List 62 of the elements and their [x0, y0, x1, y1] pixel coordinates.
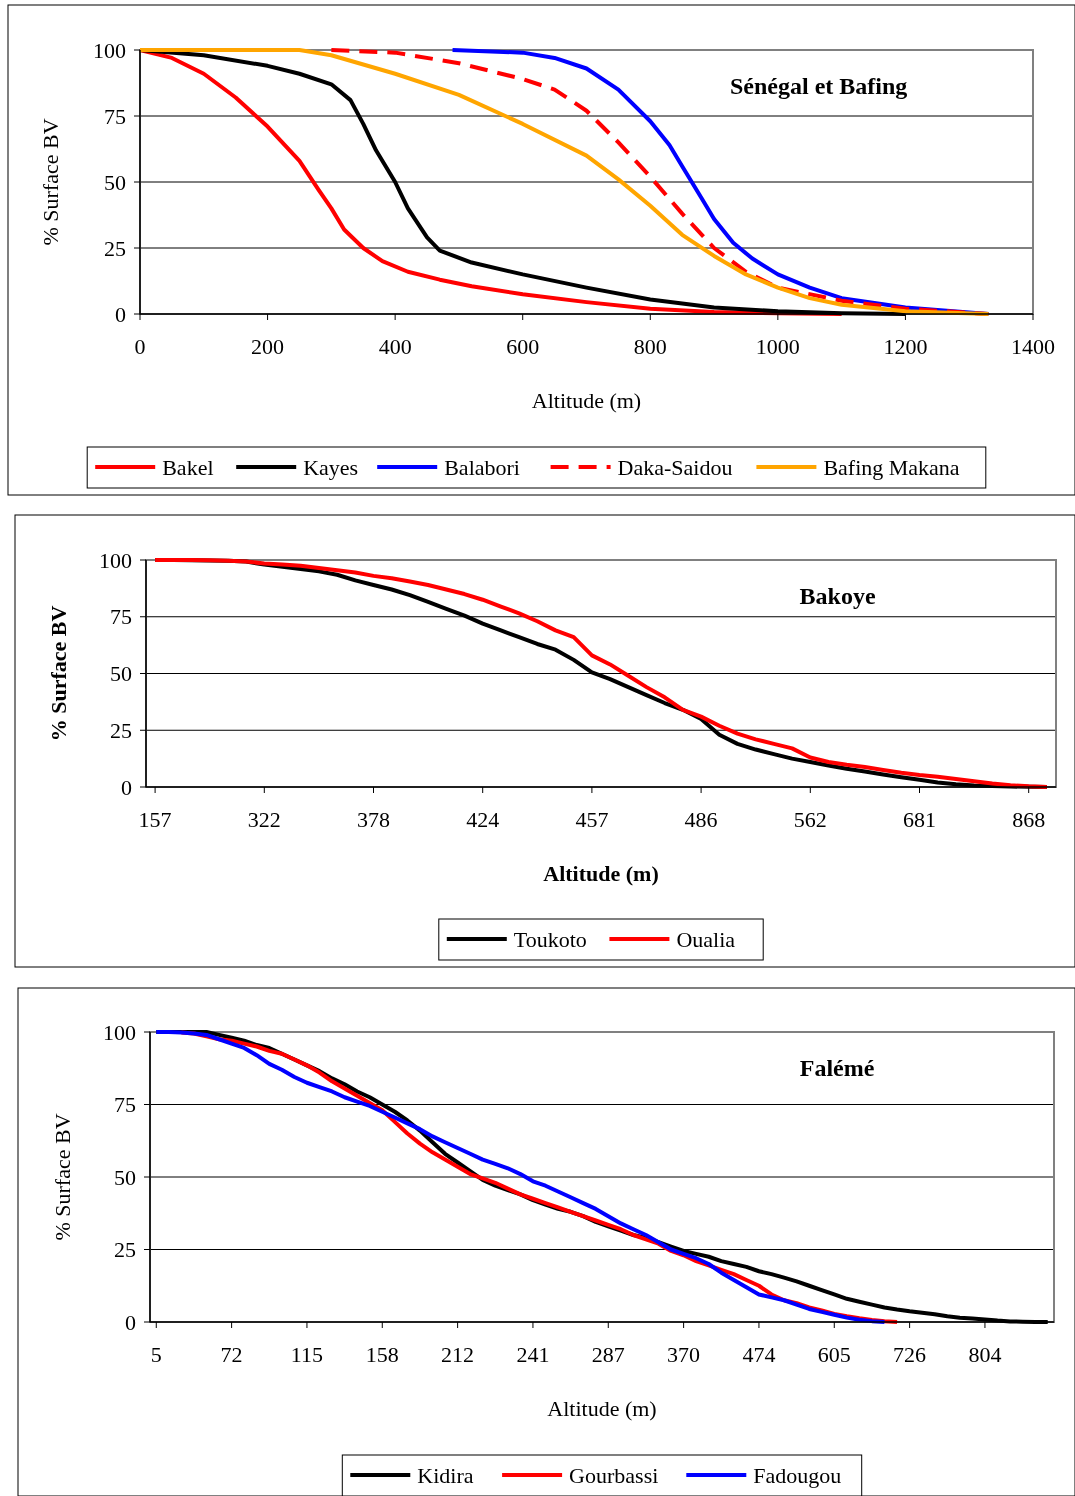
legend-label: Daka-Saidou: [617, 454, 733, 480]
x-tick-label: 378: [357, 807, 390, 832]
x-tick-label: 800: [633, 334, 667, 359]
x-tick-label: 1000: [755, 334, 800, 359]
x-tick-label: 212: [441, 1342, 475, 1367]
x-tick-label: 681: [903, 807, 936, 832]
x-tick-label: 804: [968, 1342, 1002, 1367]
y-axis-title: % Surface BV: [38, 118, 63, 246]
legend-label: Gourbassi: [569, 1462, 659, 1488]
y-tick-label: 50: [114, 1164, 136, 1190]
y-tick-label: 50: [110, 661, 132, 687]
x-tick-label: 1400: [1011, 334, 1055, 359]
text: Falémé: [799, 1055, 875, 1081]
x-tick-label: 562: [793, 807, 827, 832]
x-tick-label: 1200: [883, 334, 928, 359]
y-axis-title: % Surface BV: [50, 1113, 75, 1241]
x-tick-label: 157: [138, 807, 172, 832]
text: Sénégal et Bafing: [730, 73, 908, 99]
legend-label: Bakel: [162, 454, 214, 480]
x-tick-label: 370: [667, 1342, 701, 1367]
x-tick-label: 5: [150, 1342, 162, 1367]
x-tick-label: 200: [251, 334, 285, 359]
y-tick-label: 50: [104, 169, 126, 195]
legend-label: Kidira: [417, 1462, 474, 1488]
x-tick-label: 287: [591, 1342, 625, 1367]
legend-label: Toukoto: [513, 926, 587, 952]
x-tick-label: 486: [684, 807, 718, 832]
x-tick-label: 474: [742, 1342, 776, 1367]
legend-label: Kayes: [303, 454, 359, 480]
x-tick-label: 400: [378, 334, 412, 359]
y-tick-label: 100: [103, 1019, 136, 1045]
x-axis-title: Altitude (m): [531, 388, 642, 413]
x-axis-title: Altitude (m): [547, 1396, 657, 1421]
x-tick-label: 72: [220, 1342, 243, 1367]
y-axis-title: % Surface BV: [46, 605, 71, 742]
y-tick-label: 75: [114, 1092, 136, 1118]
x-tick-label: 457: [575, 807, 609, 832]
x-tick-label: 605: [817, 1342, 851, 1367]
x-tick-label: 115: [290, 1342, 324, 1367]
y-tick-label: 0: [115, 301, 126, 327]
x-tick-label: 868: [1012, 807, 1046, 832]
x-tick-label: 424: [466, 807, 500, 832]
text: Bakoye: [799, 583, 876, 609]
x-tick-label: 726: [893, 1342, 927, 1367]
x-tick-label: 241: [516, 1342, 550, 1367]
x-tick-label: 322: [247, 807, 281, 832]
x-axis-title: Altitude (m): [543, 861, 659, 886]
legend-label: Oualia: [676, 926, 736, 952]
legend-label: Bafing Makana: [823, 454, 960, 480]
y-tick-label: 75: [110, 604, 132, 630]
legend-label: Fadougou: [753, 1462, 842, 1488]
y-tick-label: 25: [110, 717, 132, 743]
x-tick-label: 158: [365, 1342, 399, 1367]
legend-label: Balabori: [444, 454, 520, 480]
y-tick-label: 100: [99, 547, 132, 573]
y-tick-label: 75: [104, 103, 126, 129]
y-tick-label: 25: [104, 235, 126, 261]
y-tick-label: 0: [121, 774, 132, 800]
x-tick-label: 600: [506, 334, 540, 359]
y-tick-label: 100: [93, 37, 126, 63]
y-tick-label: 0: [125, 1309, 136, 1335]
y-tick-label: 25: [114, 1237, 136, 1263]
